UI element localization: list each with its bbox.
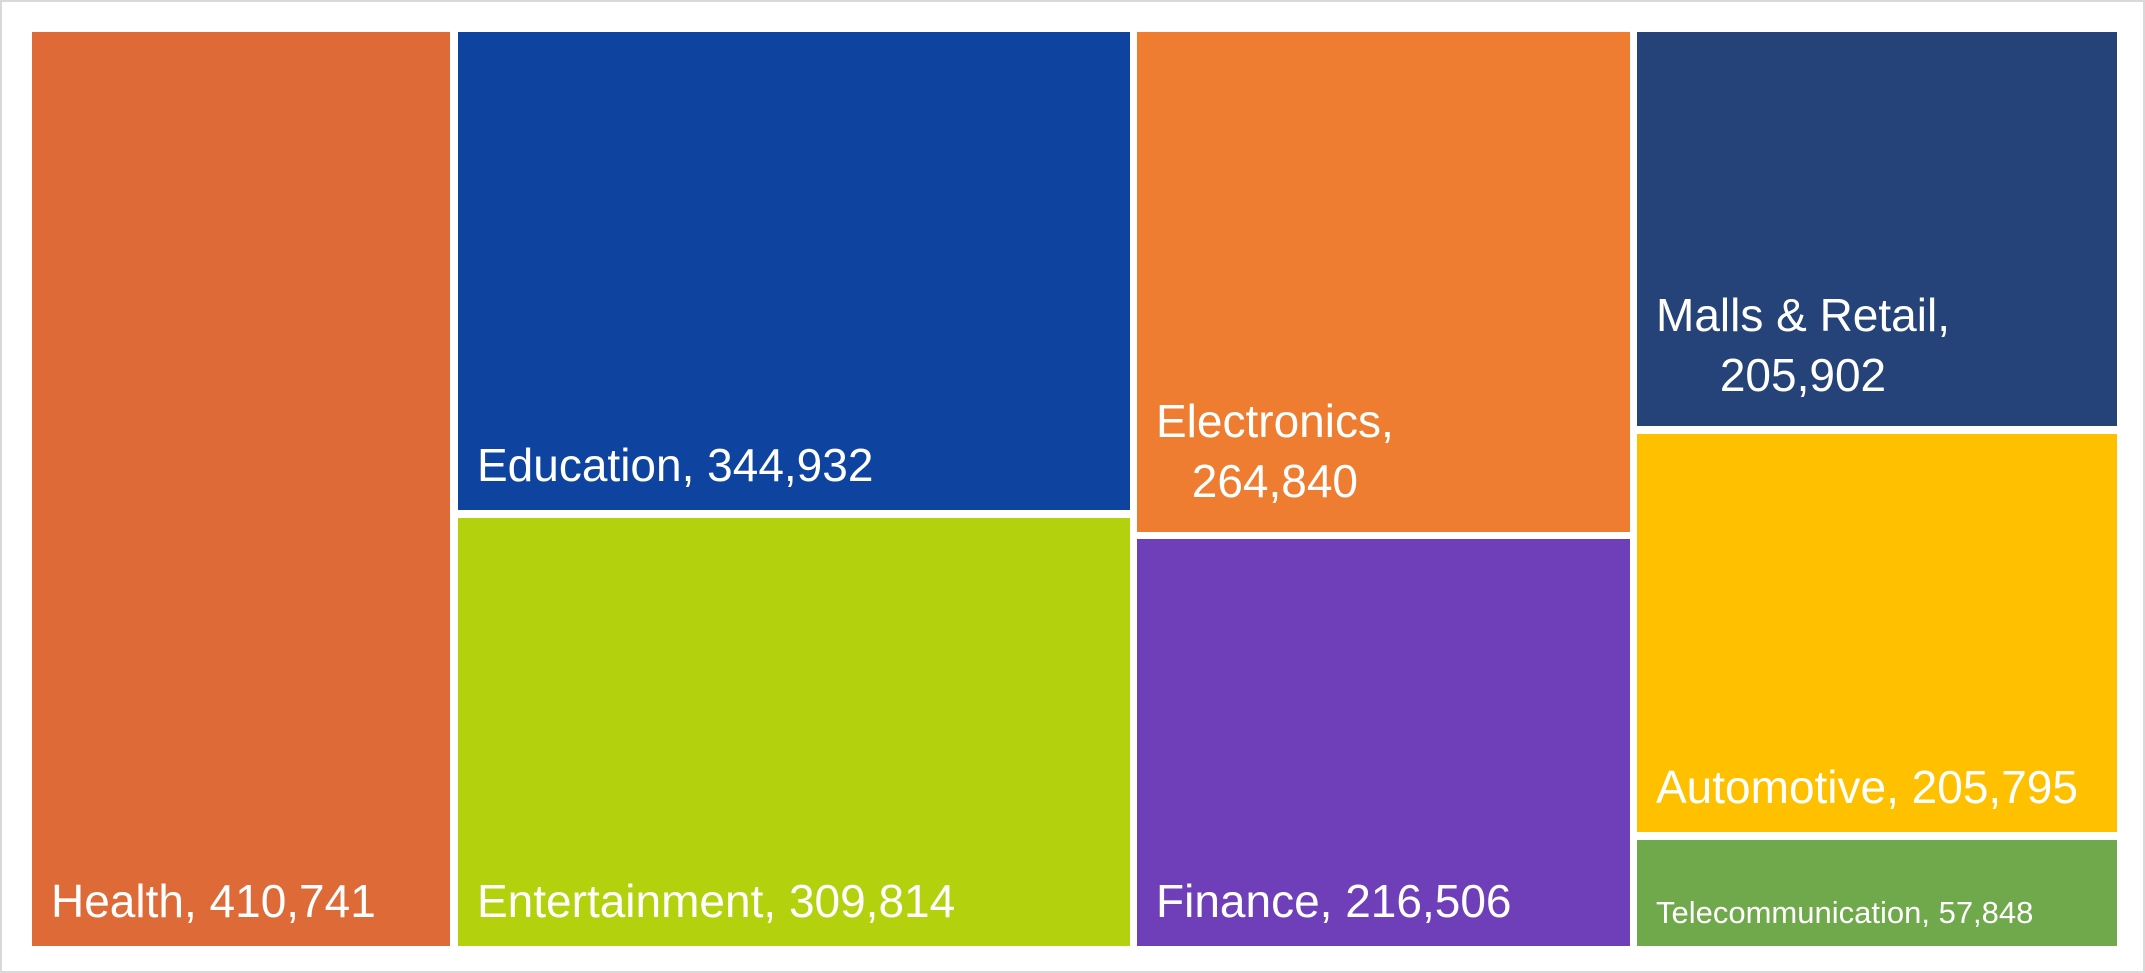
- treemap-label-malls-retail: Malls & Retail, 205,902: [1656, 285, 1950, 406]
- treemap-tile-finance[interactable]: Finance, 216,506: [1137, 539, 1630, 946]
- treemap-tile-health[interactable]: Health, 410,741: [32, 32, 450, 946]
- treemap-tile-telecommunication[interactable]: Telecommunication, 57,848: [1637, 840, 2117, 946]
- treemap-label-line: 264,840: [1191, 455, 1359, 508]
- treemap-label-line: Health, 410,741: [51, 875, 376, 928]
- treemap-tile-electronics[interactable]: Electronics, 264,840: [1137, 32, 1630, 532]
- treemap-label-line: Electronics,: [1156, 394, 1394, 447]
- treemap-tile-automotive[interactable]: Automotive, 205,795: [1637, 434, 2117, 832]
- treemap-label-telecommunication: Telecommunication, 57,848: [1656, 893, 2033, 934]
- treemap-label-automotive: Automotive, 205,795: [1656, 757, 2078, 818]
- treemap-label-line: Telecommunication, 57,848: [1656, 895, 2034, 931]
- treemap-label-health: Health, 410,741: [51, 871, 376, 932]
- treemap-label-line: Entertainment, 309,814: [477, 875, 956, 928]
- treemap-label-finance: Finance, 216,506: [1156, 871, 1512, 932]
- treemap-tile-entertainment[interactable]: Entertainment, 309,814: [458, 518, 1130, 946]
- treemap-label-entertainment: Entertainment, 309,814: [477, 871, 955, 932]
- treemap-tile-education[interactable]: Education, 344,932: [458, 32, 1130, 510]
- treemap-tile-malls-retail[interactable]: Malls & Retail, 205,902: [1637, 32, 2117, 426]
- treemap-label-line: Finance, 216,506: [1156, 875, 1512, 928]
- treemap-label-electronics: Electronics, 264,840: [1156, 391, 1394, 512]
- treemap-label-line: Automotive, 205,795: [1656, 761, 2078, 814]
- treemap-label-education: Education, 344,932: [477, 435, 873, 496]
- treemap-label-line: Malls & Retail,: [1656, 288, 1950, 341]
- treemap-label-line: Education, 344,932: [477, 439, 874, 492]
- treemap-label-line: 205,902: [1719, 349, 1887, 402]
